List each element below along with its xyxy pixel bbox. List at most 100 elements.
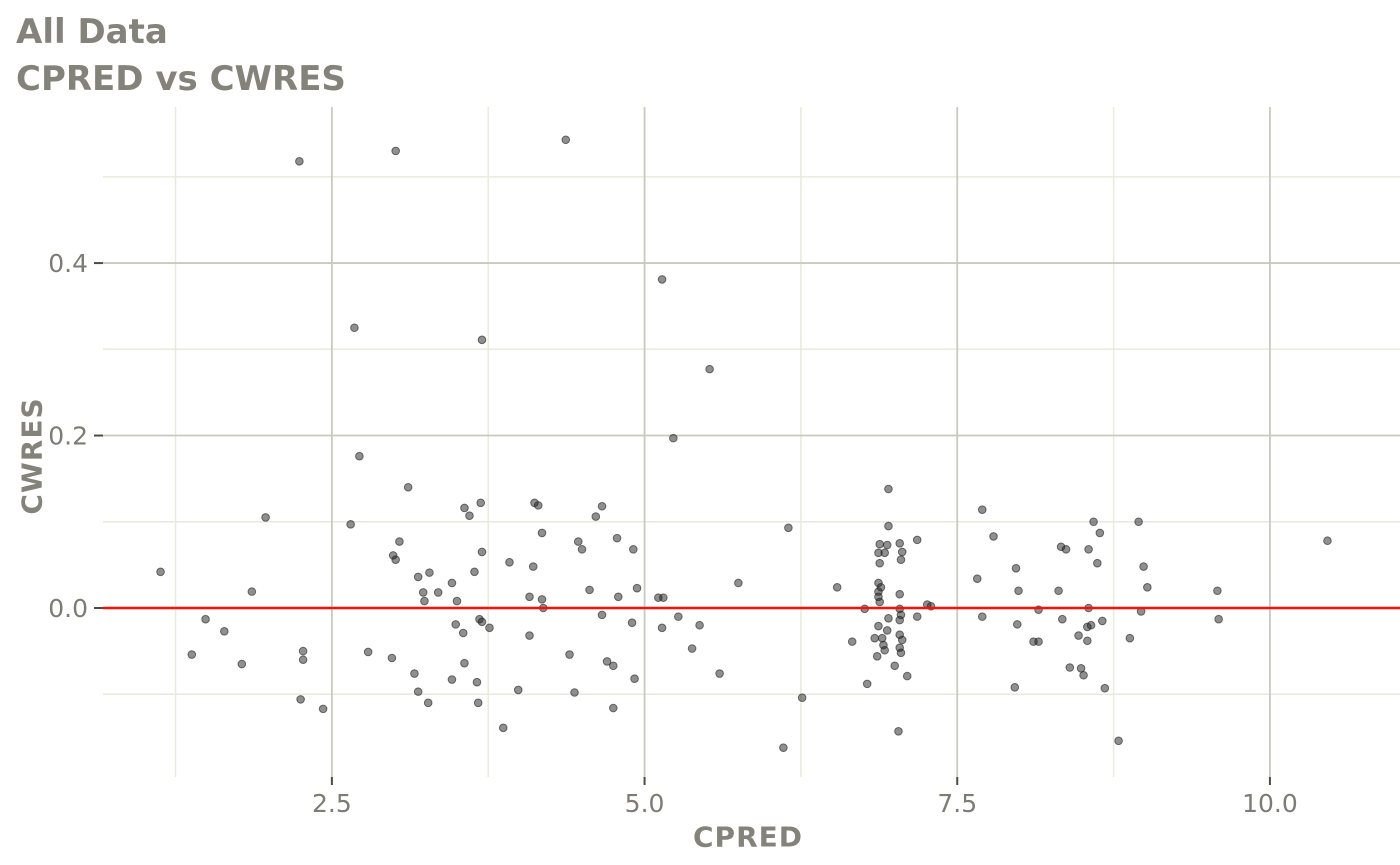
data-point xyxy=(1134,517,1143,527)
data-point xyxy=(1058,614,1067,624)
data-point xyxy=(1011,564,1021,573)
data-point xyxy=(779,743,788,752)
data-point xyxy=(695,620,704,630)
data-point xyxy=(832,582,842,592)
data-point xyxy=(247,587,257,596)
data-point xyxy=(355,451,364,461)
data-point xyxy=(585,585,594,595)
data-point xyxy=(880,548,890,558)
x-tick-label: 5.0 xyxy=(625,789,665,818)
data-point xyxy=(477,335,487,345)
plot-title: All Data xyxy=(16,12,168,52)
data-point xyxy=(687,644,697,653)
data-point xyxy=(298,646,308,656)
data-point xyxy=(882,540,892,550)
data-point xyxy=(156,567,165,577)
data-point xyxy=(447,675,457,684)
data-point xyxy=(872,651,882,661)
data-point xyxy=(472,677,482,687)
data-point xyxy=(452,596,462,606)
x-tick-label: 2.5 xyxy=(312,789,352,818)
data-point xyxy=(1084,545,1093,554)
data-point xyxy=(1089,517,1098,527)
data-point xyxy=(608,703,618,713)
data-point xyxy=(597,610,607,620)
x-axis-title: CPRED xyxy=(693,820,803,854)
data-point xyxy=(220,626,229,636)
data-point xyxy=(1086,620,1096,630)
data-point xyxy=(201,614,210,624)
data-point xyxy=(715,669,724,678)
data-point xyxy=(1098,616,1107,626)
data-point xyxy=(705,364,714,374)
data-point xyxy=(669,433,678,443)
data-point xyxy=(237,659,247,669)
data-point xyxy=(895,589,905,599)
y-tick-label: 0.0 xyxy=(48,594,88,623)
data-point xyxy=(391,555,400,565)
data-point xyxy=(413,687,423,696)
data-point xyxy=(533,501,543,510)
data-point xyxy=(989,532,998,541)
data-point xyxy=(1014,586,1023,596)
data-point xyxy=(528,562,538,571)
data-point xyxy=(612,533,622,543)
data-point xyxy=(884,484,893,494)
y-axis-title: CWRES xyxy=(15,397,49,515)
plot-subtitle: CPRED vs CWRES xyxy=(16,59,346,99)
data-point xyxy=(1079,670,1088,680)
data-point xyxy=(573,537,583,546)
data-point xyxy=(350,323,359,333)
data-point xyxy=(387,653,397,663)
data-point xyxy=(460,658,469,668)
data-point xyxy=(897,547,907,557)
data-point xyxy=(1012,620,1022,629)
y-tick-label: 0.2 xyxy=(48,422,88,451)
data-point xyxy=(896,555,906,565)
data-point xyxy=(525,631,534,640)
data-point xyxy=(1114,736,1123,746)
data-point xyxy=(318,704,328,714)
data-point xyxy=(629,545,638,554)
data-point xyxy=(187,650,197,659)
data-point xyxy=(465,511,474,521)
data-point xyxy=(902,671,912,681)
data-point xyxy=(1323,536,1332,546)
data-point xyxy=(525,592,534,602)
data-point xyxy=(420,596,429,606)
data-point xyxy=(602,657,612,666)
y-tick-label: 0.4 xyxy=(48,249,88,278)
data-point xyxy=(1093,558,1102,568)
data-point xyxy=(391,146,400,156)
data-point xyxy=(1061,545,1071,554)
data-point xyxy=(880,645,890,655)
data-point xyxy=(630,674,639,683)
data-point xyxy=(977,505,987,514)
data-point xyxy=(473,698,483,708)
data-point xyxy=(632,583,642,593)
data-point xyxy=(460,503,469,513)
data-point xyxy=(1054,586,1063,596)
data-point xyxy=(895,615,905,625)
data-point xyxy=(875,539,884,549)
data-point xyxy=(410,669,419,678)
data-point xyxy=(561,135,571,145)
data-point xyxy=(895,539,905,548)
data-point xyxy=(972,574,982,583)
data-point xyxy=(476,498,486,508)
data-point xyxy=(877,633,887,643)
data-point xyxy=(1100,683,1110,693)
data-point xyxy=(537,595,547,604)
data-point xyxy=(261,513,270,522)
data-point xyxy=(505,557,514,567)
data-point xyxy=(912,612,922,621)
data-point xyxy=(346,520,355,529)
data-point xyxy=(296,695,305,704)
data-point xyxy=(875,558,884,568)
data-point xyxy=(565,650,574,659)
data-point xyxy=(627,618,637,627)
data-point xyxy=(403,482,413,492)
data-point xyxy=(1214,614,1223,624)
